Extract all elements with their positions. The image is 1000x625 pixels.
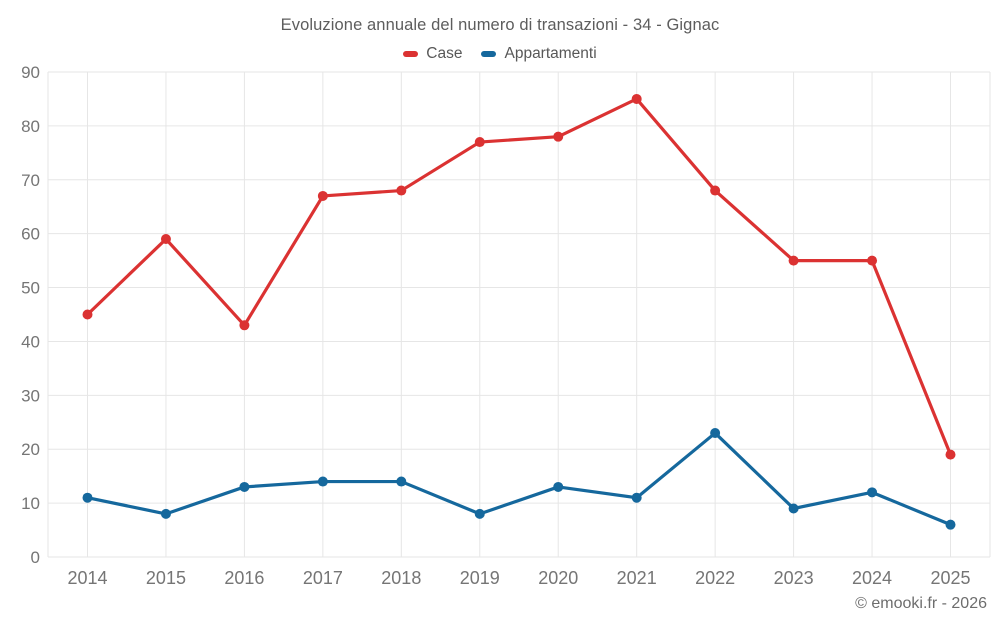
data-point-case-2023[interactable]	[788, 255, 799, 266]
data-point-case-2020[interactable]	[553, 131, 564, 142]
data-point-appartamenti-2025[interactable]	[945, 519, 956, 530]
data-point-case-2015[interactable]	[160, 234, 171, 245]
x-tick-label: 2022	[695, 568, 735, 588]
data-point-appartamenti-2019[interactable]	[474, 508, 485, 519]
x-tick-label: 2014	[67, 568, 107, 588]
data-point-appartamenti-2015[interactable]	[160, 508, 171, 519]
data-point-appartamenti-2018[interactable]	[396, 476, 407, 487]
data-point-appartamenti-2024[interactable]	[867, 487, 878, 498]
series-line-appartamenti	[85, 431, 953, 527]
chart-title: Evoluzione annuale del numero di transaz…	[280, 16, 720, 34]
y-tick-label: 50	[21, 279, 40, 298]
y-tick-label: 90	[21, 63, 40, 82]
x-tick-label: 2024	[852, 568, 892, 588]
data-point-case-2019[interactable]	[474, 137, 485, 148]
y-tick-label: 30	[21, 386, 40, 405]
data-point-case-2021[interactable]	[631, 93, 642, 104]
data-point-case-2014[interactable]	[82, 309, 93, 320]
data-point-appartamenti-2022[interactable]	[710, 428, 721, 439]
x-tick-label: 2020	[538, 568, 578, 588]
legend-item-appartamenti[interactable]: Appartamenti	[481, 45, 597, 63]
x-tick-label: 2021	[617, 568, 657, 588]
data-point-case-2024[interactable]	[867, 255, 878, 266]
data-point-appartamenti-2017[interactable]	[317, 476, 328, 487]
x-tick-label: 2019	[460, 568, 500, 588]
y-tick-label: 20	[21, 440, 40, 459]
copyright-text: © emooki.fr - 2026	[855, 595, 987, 612]
x-tick-label: 2018	[381, 568, 421, 588]
data-point-appartamenti-2021[interactable]	[631, 492, 642, 503]
y-tick-label: 40	[21, 332, 40, 351]
legend-marker-appartamenti	[481, 51, 497, 57]
legend-label: Case	[426, 45, 463, 62]
data-point-case-2016[interactable]	[239, 320, 250, 331]
legend: Case Appartamenti	[0, 45, 1000, 63]
data-point-case-2017[interactable]	[317, 190, 328, 201]
data-point-case-2018[interactable]	[396, 185, 407, 196]
x-tick-label: 2023	[774, 568, 814, 588]
x-tick-label: 2025	[930, 568, 970, 588]
data-point-appartamenti-2014[interactable]	[82, 492, 93, 503]
y-tick-label: 80	[21, 117, 40, 136]
data-point-appartamenti-2020[interactable]	[553, 481, 564, 492]
data-point-appartamenti-2016[interactable]	[239, 481, 250, 492]
legend-item-case[interactable]: Case	[403, 45, 462, 63]
x-tick-label: 2016	[224, 568, 264, 588]
y-tick-label: 60	[21, 225, 40, 244]
data-point-case-2022[interactable]	[710, 185, 721, 196]
legend-label: Appartamenti	[504, 45, 597, 62]
x-tick-label: 2015	[146, 568, 186, 588]
y-tick-label: 10	[21, 494, 40, 513]
data-point-appartamenti-2023[interactable]	[788, 503, 799, 514]
x-tick-label: 2017	[303, 568, 343, 588]
y-tick-label: 70	[21, 171, 40, 190]
series-line-case	[85, 97, 953, 457]
legend-marker-case	[403, 51, 419, 57]
y-tick-label: 0	[31, 548, 40, 567]
data-point-case-2025[interactable]	[945, 449, 956, 460]
